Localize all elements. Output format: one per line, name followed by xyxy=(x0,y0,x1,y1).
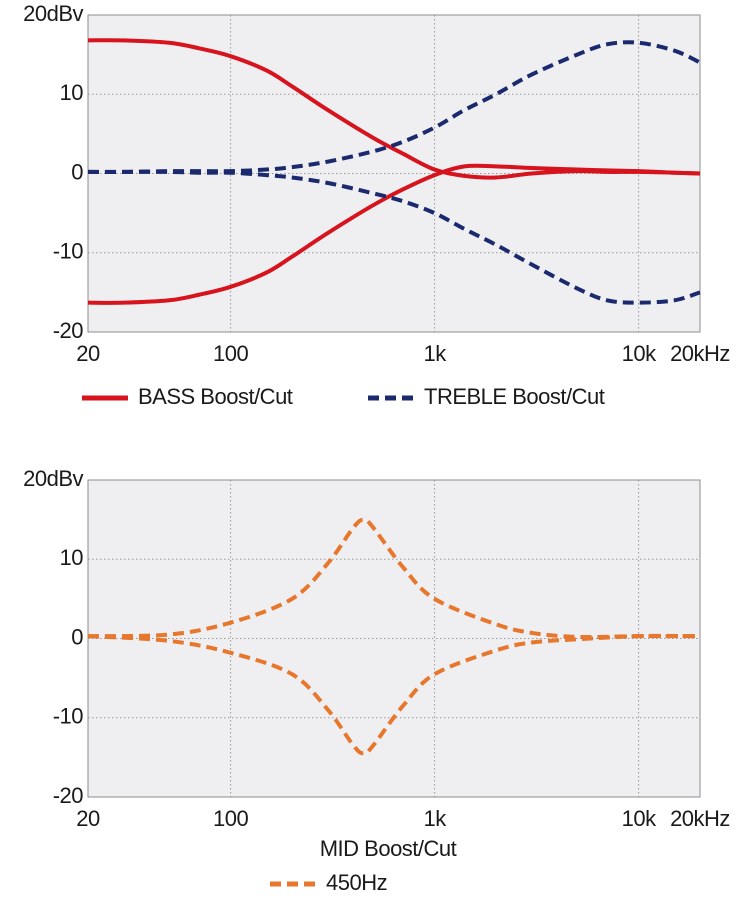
x-tick-label: 10k xyxy=(622,341,657,366)
y-tick-label: -10 xyxy=(53,704,84,729)
legend-label: TREBLE Boost/Cut xyxy=(424,384,605,409)
data-line xyxy=(87,517,701,640)
y-tick-label: 0 xyxy=(71,624,83,649)
y-tick-label: -10 xyxy=(53,239,84,264)
x-tick-label: 100 xyxy=(213,806,248,831)
x-tick-label: 1k xyxy=(423,341,447,366)
y-tick-label: 20dBv xyxy=(23,466,83,491)
y-tick-label: -20 xyxy=(53,318,84,343)
y-tick-label: 10 xyxy=(60,80,84,105)
x-tick-label: 10k xyxy=(622,806,657,831)
x-tick-label: 20 xyxy=(76,341,100,366)
y-tick-label: 20dBv xyxy=(23,1,83,26)
y-tick-label: 0 xyxy=(71,159,83,184)
data-line xyxy=(87,163,701,305)
x-tick-label: 20kHz xyxy=(670,806,730,831)
x-tick-label: 1k xyxy=(423,806,447,831)
y-tick-label: 10 xyxy=(60,545,84,570)
y-tick-label: -20 xyxy=(53,783,84,808)
legend-label: BASS Boost/Cut xyxy=(138,384,293,409)
legend-title: MID Boost/Cut xyxy=(320,836,457,861)
x-tick-label: 20 xyxy=(76,806,100,831)
data-line xyxy=(88,169,701,305)
legend-label: 450Hz xyxy=(326,870,387,895)
data-line xyxy=(87,633,701,756)
plot-border xyxy=(87,479,701,798)
x-tick-label: 20kHz xyxy=(670,341,730,366)
x-tick-label: 100 xyxy=(213,341,248,366)
